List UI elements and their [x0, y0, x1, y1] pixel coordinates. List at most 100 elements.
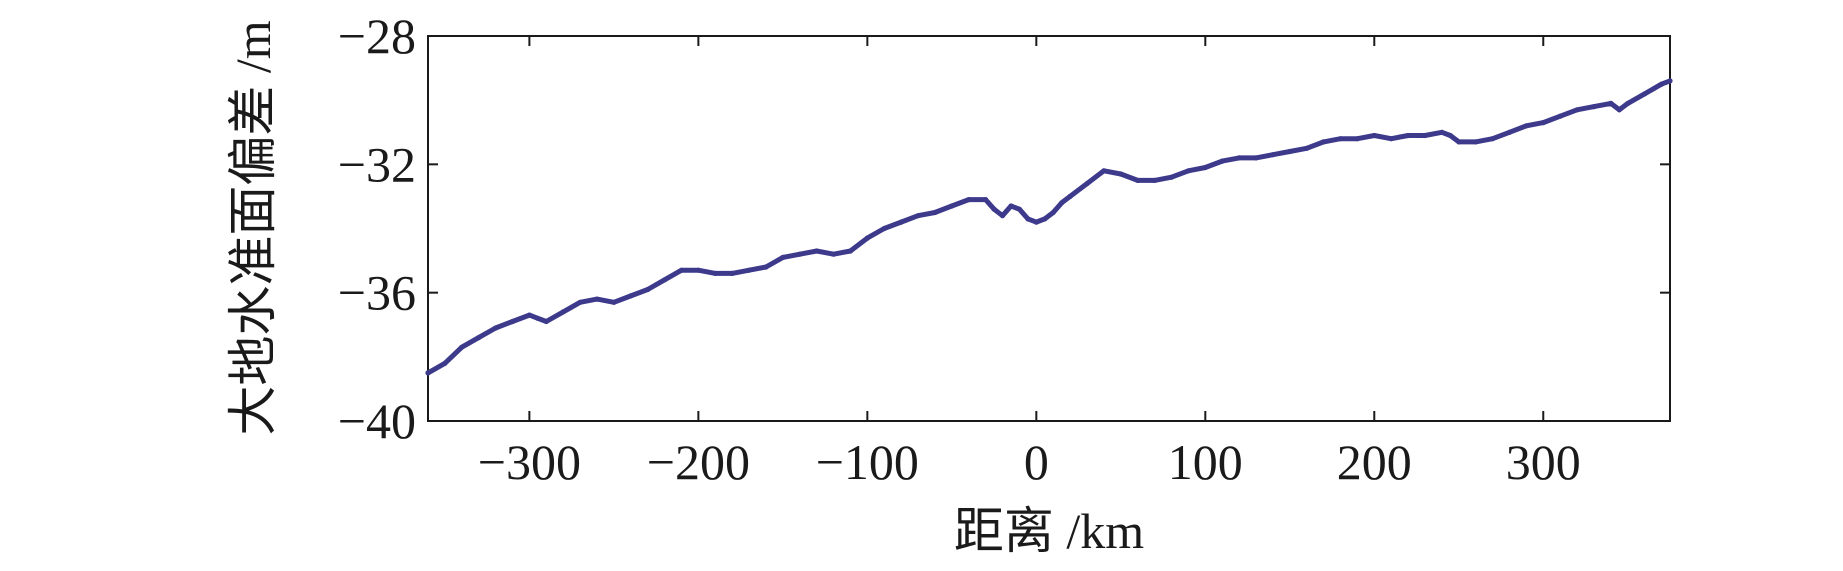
series-layer — [425, 78, 1673, 376]
data-point — [1642, 91, 1648, 97]
data-point — [1388, 136, 1394, 142]
plot-frame — [427, 35, 1671, 422]
data-point — [1042, 216, 1048, 222]
data-point — [1574, 107, 1580, 113]
data-point — [535, 315, 541, 321]
data-point — [1659, 81, 1665, 87]
data-point — [1016, 206, 1023, 212]
data-point — [695, 267, 702, 273]
data-point — [678, 267, 685, 273]
y-tick-label: −40 — [338, 393, 416, 449]
data-point — [712, 270, 718, 276]
data-point — [763, 264, 769, 270]
data-point — [1050, 209, 1056, 216]
data-point — [1557, 113, 1563, 119]
data-point — [425, 370, 431, 376]
data-point — [1025, 216, 1031, 222]
data-point — [1084, 181, 1090, 187]
data-point — [1219, 158, 1225, 164]
data-point — [476, 335, 482, 341]
data-point — [1354, 136, 1360, 142]
data-point — [1456, 139, 1462, 145]
data-point — [1506, 129, 1513, 135]
data-point — [594, 296, 600, 302]
x-tick-label: −100 — [816, 434, 919, 490]
data-point — [1067, 193, 1073, 199]
data-point — [611, 299, 617, 305]
data-point — [1371, 132, 1377, 139]
data-point — [1608, 100, 1614, 106]
data-point — [509, 318, 516, 325]
data-point — [645, 286, 651, 293]
data-point — [991, 206, 997, 212]
data-point — [932, 209, 938, 216]
data-point — [1447, 132, 1453, 139]
data-point — [797, 251, 803, 257]
data-point — [1616, 107, 1622, 113]
data-point — [814, 248, 820, 254]
data-point — [577, 299, 583, 305]
data-point — [543, 318, 549, 325]
data-point — [881, 225, 887, 232]
data-point — [1152, 177, 1158, 183]
data-point — [898, 219, 904, 225]
data-point — [780, 254, 786, 260]
data-point — [1490, 136, 1496, 142]
series-line — [425, 78, 1673, 376]
data-point — [662, 277, 668, 283]
data-point — [864, 235, 870, 241]
data-point — [1253, 155, 1259, 161]
data-point — [459, 344, 465, 350]
data-point — [1591, 104, 1597, 110]
data-point — [1118, 171, 1124, 177]
data-point — [1101, 168, 1107, 174]
y-tick-label: −32 — [338, 136, 416, 192]
data-point — [847, 248, 854, 254]
x-axis-title: 距离 /km — [954, 503, 1144, 559]
data-point — [831, 251, 837, 257]
x-tick-label: 300 — [1506, 434, 1581, 490]
data-point — [983, 197, 989, 203]
y-tick-label: −36 — [338, 265, 416, 321]
data-point — [1473, 139, 1479, 145]
data-point — [526, 312, 533, 318]
data-point — [1667, 78, 1673, 84]
data-point — [1625, 100, 1631, 106]
data-point — [1236, 155, 1242, 161]
data-point — [1439, 129, 1445, 135]
tick-layer: −300 −200 −100 0 100 200 300 −28 −32 −36 −40 — [338, 8, 1670, 490]
data-point — [442, 360, 448, 366]
data-point — [1422, 132, 1428, 139]
data-point — [949, 203, 955, 209]
x-tick-label: 100 — [1168, 434, 1243, 490]
y-axis-title: 大地水准面偏差 /m — [225, 20, 281, 435]
data-point — [999, 213, 1006, 219]
data-point — [1540, 120, 1546, 126]
data-point — [1287, 148, 1293, 155]
data-point — [560, 309, 566, 315]
data-point — [1321, 139, 1327, 145]
y-tick-label: −28 — [338, 8, 416, 64]
data-point — [1304, 145, 1310, 151]
data-point — [746, 267, 752, 273]
x-tick-label: −200 — [647, 434, 750, 490]
data-point — [1135, 177, 1141, 183]
x-tick-label: 0 — [1024, 434, 1049, 490]
data-point — [1202, 164, 1208, 171]
data-point — [628, 293, 634, 299]
data-point — [1270, 152, 1276, 158]
data-point — [915, 213, 921, 219]
data-point — [1523, 123, 1529, 129]
x-tick-label: −300 — [478, 434, 581, 490]
data-point — [1059, 200, 1065, 206]
data-point — [1405, 132, 1411, 139]
data-point — [1033, 219, 1039, 225]
data-point — [1168, 174, 1175, 180]
data-point — [1337, 136, 1344, 142]
x-tick-label: 200 — [1337, 434, 1412, 490]
data-point — [966, 197, 972, 203]
data-point — [1185, 168, 1191, 174]
data-point — [729, 270, 735, 276]
